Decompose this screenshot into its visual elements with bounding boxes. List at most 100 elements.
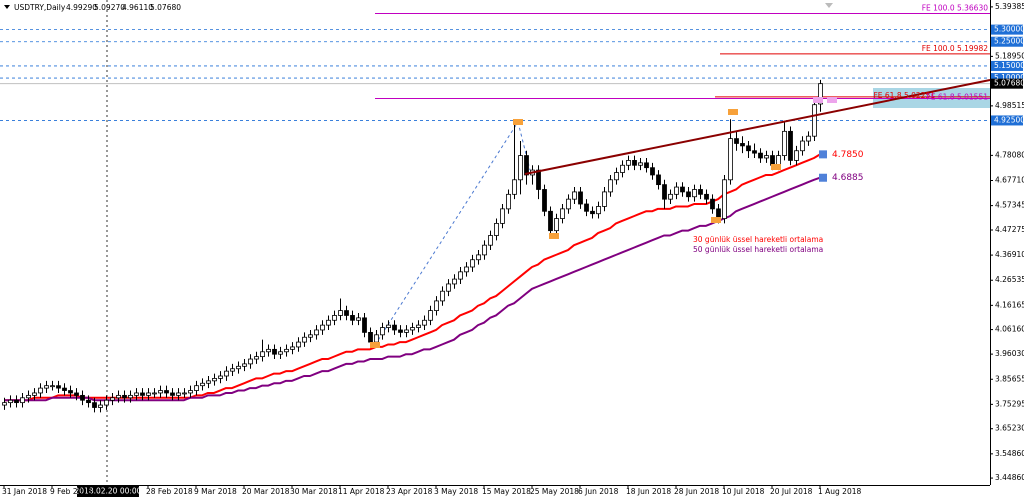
candle-body xyxy=(242,363,247,367)
header-open: 4.99290 xyxy=(66,3,97,12)
candle-body xyxy=(590,210,595,215)
candle-body xyxy=(260,351,265,358)
candle-body xyxy=(314,329,319,336)
candle-body xyxy=(158,390,163,394)
candle-body xyxy=(140,392,145,396)
candle-body xyxy=(632,160,637,166)
candle-body xyxy=(338,310,343,316)
candle-body xyxy=(218,375,223,379)
y-tick-label: 3.44860 xyxy=(995,473,1024,482)
candle-body xyxy=(506,193,511,210)
candle-body xyxy=(572,191,577,200)
legend-entry: 30 günlük üssel hareketli ortalama xyxy=(693,235,823,244)
candle-body xyxy=(788,130,793,161)
x-tick-label: 23 Apr 2018 xyxy=(386,487,433,496)
levels-layer xyxy=(0,13,990,121)
x-tick-label: 1 Aug 2018 xyxy=(818,487,861,496)
candle-body xyxy=(44,385,49,389)
candle-body xyxy=(782,130,787,156)
candle-body xyxy=(764,155,769,159)
candle-body xyxy=(164,390,169,394)
candle-body xyxy=(26,394,31,399)
candle-body xyxy=(128,394,133,399)
candle-body xyxy=(638,162,643,166)
candle-body xyxy=(176,392,181,396)
candle-body xyxy=(404,329,409,333)
candle-body xyxy=(248,358,253,365)
candle-body xyxy=(554,218,559,232)
y-tick-label: 4.78080 xyxy=(995,150,1024,159)
candle-body xyxy=(182,392,187,395)
candle-body xyxy=(92,402,97,408)
y-tick-label: 5.39385 xyxy=(995,2,1024,11)
x-tick-label: 18 Jun 2018 xyxy=(626,487,671,496)
candle-body xyxy=(704,193,709,200)
candle-body xyxy=(302,336,307,343)
candle-body xyxy=(440,290,445,302)
fibo-label: FE 61.8 5.02251 xyxy=(873,91,935,100)
candle-body xyxy=(110,397,115,401)
y-tick-label: 3.54860 xyxy=(995,449,1024,458)
pivot-marker xyxy=(711,217,721,223)
candle-body xyxy=(566,198,571,210)
candle-body xyxy=(350,315,355,321)
header-high: 5.09270 xyxy=(94,3,125,12)
ema-end-label: 4.6885 xyxy=(832,173,864,183)
y-tick-label: 3.65230 xyxy=(995,424,1024,433)
ema-line xyxy=(4,176,821,402)
candle-body xyxy=(152,392,157,395)
x-tick-label: 28 Jun 2018 xyxy=(674,487,719,496)
x-tick-label: 20 Mar 2018 xyxy=(242,487,290,496)
candle-body xyxy=(740,143,745,147)
price-layer xyxy=(2,0,823,485)
shift-marker xyxy=(825,3,833,8)
candle-body xyxy=(38,387,43,394)
candle-body xyxy=(86,399,91,404)
fibo-label: FE 100.0 5.36630 xyxy=(922,4,989,13)
current-price-label: 5.07680 xyxy=(994,79,1024,88)
x-tick-label: 11 Apr 2018 xyxy=(338,487,385,496)
candle-body xyxy=(614,172,619,181)
candle-body xyxy=(518,155,523,181)
candle-body xyxy=(380,327,385,336)
candle-body xyxy=(650,167,655,176)
candle-body xyxy=(368,331,373,343)
x-tick-label: 3 May 2018 xyxy=(434,487,478,496)
candle-body xyxy=(344,310,349,316)
menu-arrow[interactable] xyxy=(4,5,10,9)
overlay-layer: FE 100.0 5.36630 FE 100.0 5.19982 FE 61.8 … xyxy=(370,4,991,348)
candle-body xyxy=(428,310,433,321)
level-label: 5.15000 xyxy=(994,61,1024,70)
y-tick-label: 4.47275 xyxy=(995,225,1024,234)
candle-body xyxy=(446,283,451,292)
candle-body xyxy=(662,184,667,200)
candle-body xyxy=(494,222,499,236)
candle-body xyxy=(482,244,487,256)
candle-body xyxy=(800,140,805,152)
candle-body xyxy=(266,348,271,353)
candle-body xyxy=(362,317,367,333)
x-tick-label: 25 May 2018 xyxy=(530,487,579,496)
candle-body xyxy=(308,334,313,338)
x-tick-label: 6 Jun 2018 xyxy=(578,487,619,496)
candle-body xyxy=(578,191,583,205)
candle-body xyxy=(56,385,61,389)
y-tick-label: 4.67710 xyxy=(995,175,1024,184)
zigzag-line xyxy=(374,121,519,346)
x-tick-label: 15 May 2018 xyxy=(482,487,531,496)
y-tick-label: 4.57345 xyxy=(995,201,1024,210)
candle-body xyxy=(8,399,13,404)
candle-body xyxy=(290,346,295,350)
candle-body xyxy=(296,341,301,348)
candle-body xyxy=(794,150,799,161)
candle-body xyxy=(770,155,775,166)
y-tick-label: 4.26535 xyxy=(995,275,1024,284)
level-label-box xyxy=(991,24,1023,35)
header-close: 5.07680 xyxy=(150,3,181,12)
y-tick-label: 3.75295 xyxy=(995,399,1024,408)
candle-body xyxy=(542,189,547,212)
